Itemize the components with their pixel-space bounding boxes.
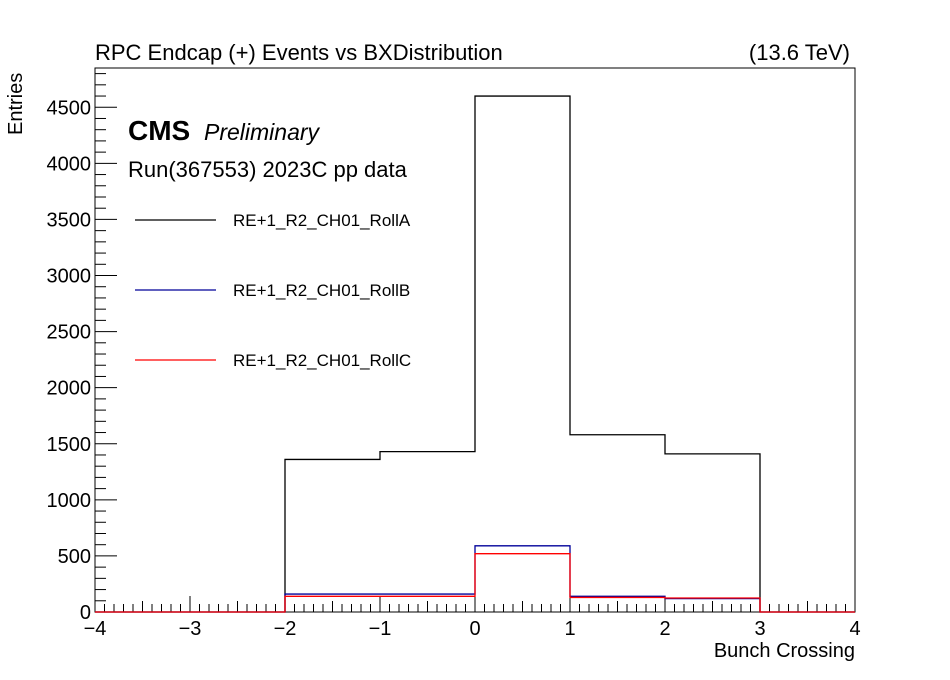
legend-entry-label: RE+1_R2_CH01_RollC bbox=[233, 351, 411, 370]
x-tick-label: −2 bbox=[274, 618, 297, 640]
x-tick-label: −1 bbox=[369, 618, 392, 640]
y-axis-label: Entries bbox=[5, 73, 27, 135]
y-tick-label: 1500 bbox=[47, 434, 92, 456]
y-tick-label: 2000 bbox=[47, 378, 92, 400]
y-tick-label: 4500 bbox=[47, 97, 92, 119]
y-tick-label: 3000 bbox=[47, 266, 92, 288]
x-tick-label: −4 bbox=[84, 618, 107, 640]
axis-ticks bbox=[94, 73, 856, 613]
y-tick-label: 3500 bbox=[47, 209, 92, 231]
x-tick-label: −3 bbox=[179, 618, 202, 640]
x-axis-label: Bunch Crossing bbox=[714, 640, 855, 662]
y-tick-label: 2500 bbox=[47, 322, 92, 344]
x-tick-label: 1 bbox=[564, 618, 575, 640]
x-tick-label: 3 bbox=[754, 618, 765, 640]
cms-label: CMS bbox=[128, 115, 190, 146]
histogram-series bbox=[95, 95, 855, 613]
y-tick-label: 0 bbox=[80, 602, 91, 624]
y-tick-label: 1000 bbox=[47, 490, 92, 512]
x-tick-label: 4 bbox=[849, 618, 860, 640]
cms-sublabel: Preliminary bbox=[204, 119, 321, 145]
x-tick-label: 0 bbox=[469, 618, 480, 640]
x-tick-label: 2 bbox=[659, 618, 670, 640]
run-label: Run(367553) 2023C pp data bbox=[128, 157, 408, 182]
chart-title: RPC Endcap (+) Events vs BXDistribution bbox=[95, 40, 503, 65]
y-tick-label: 4000 bbox=[47, 153, 92, 175]
legend-entry-label: RE+1_R2_CH01_RollB bbox=[233, 281, 410, 300]
y-tick-label: 500 bbox=[58, 546, 91, 568]
axis-tick-labels: −4 −3 −2 −1 0 1 2 3 4 0 500 1000 1500 2000 2500 3000 350… bbox=[47, 97, 861, 640]
legend: RE+1_R2_CH01_RollA RE+1_R2_CH01_RollB RE+1… bbox=[135, 211, 411, 370]
cms-header: CMS Preliminary Run(367553) 2023C pp dat… bbox=[128, 115, 408, 182]
histogram-line-1 bbox=[95, 95, 855, 613]
energy-label: (13.6 TeV) bbox=[749, 40, 850, 65]
histogram-line-3 bbox=[95, 553, 855, 613]
legend-entry-label: RE+1_R2_CH01_RollA bbox=[233, 211, 411, 230]
